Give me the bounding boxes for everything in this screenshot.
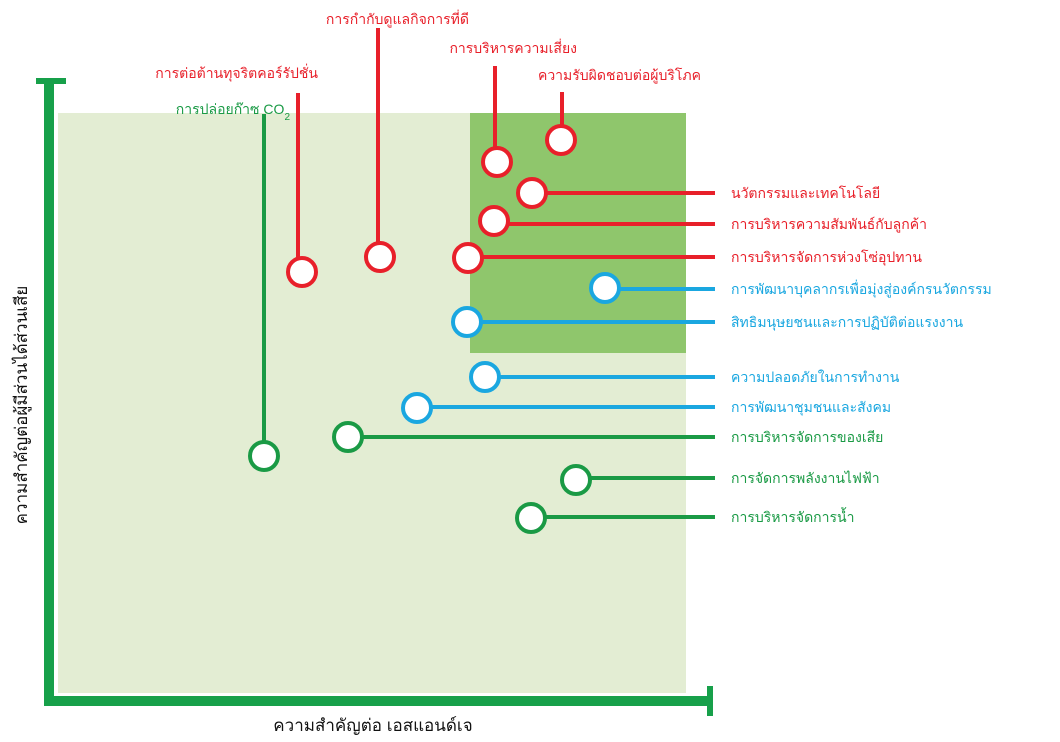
label-supply: การบริหารจัดการห่วงโซ่อุปทาน	[731, 249, 922, 266]
axes	[36, 78, 713, 716]
issue-corruption	[286, 93, 318, 288]
issue-marker	[364, 241, 396, 273]
issue-safety	[469, 361, 715, 393]
label-community: การพัฒนาชุมชนและสังคม	[731, 399, 891, 416]
issue-crm	[478, 205, 715, 237]
label-governance: การกำกับดูแลกิจการที่ดี	[326, 10, 469, 28]
issue-risk	[481, 66, 513, 178]
label-consumer: ความรับผิดชอบต่อผู้บริโภค	[538, 67, 701, 84]
label-co2-sub: 2	[284, 112, 290, 123]
label-innovation: นวัตกรรมและเทคโนโลยี	[731, 185, 880, 201]
issue-marker	[481, 146, 513, 178]
issue-marker	[589, 272, 621, 304]
issue-marker	[452, 242, 484, 274]
issue-marker	[545, 124, 577, 156]
issue-marker	[560, 464, 592, 496]
issue-human-rights	[451, 306, 715, 338]
issue-innovation	[516, 177, 715, 209]
label-people: การพัฒนาบุคลากรเพื่อมุ่งสู่องค์กรนวัตกรร…	[731, 280, 992, 298]
issue-marker	[469, 361, 501, 393]
issue-co2	[248, 114, 280, 472]
issue-marker	[332, 421, 364, 453]
label-water: การบริหารจัดการน้ำ	[731, 507, 854, 525]
issue-people	[589, 272, 715, 304]
label-corruption: การต่อต้านทุจริตคอร์รัปชั่น	[155, 64, 318, 82]
issue-energy	[560, 464, 715, 496]
issue-waste	[332, 421, 715, 453]
x-axis-label: ความสำคัญต่อ เอสแอนด์เจ	[273, 716, 472, 735]
issue-governance	[364, 28, 396, 273]
issue-marker	[451, 306, 483, 338]
issue-supply	[452, 242, 715, 274]
label-co2: การปล่อยก๊าซ CO2	[176, 101, 291, 123]
issue-marker	[248, 440, 280, 472]
issue-marker	[478, 205, 510, 237]
label-crm: การบริหารความสัมพันธ์กับลูกค้า	[731, 216, 927, 233]
issue-water	[515, 502, 715, 534]
issue-community	[401, 392, 715, 424]
label-safety: ความปลอดภัยในการทำงาน	[731, 369, 900, 385]
issue-marker	[286, 256, 318, 288]
label-human-rights: สิทธิมนุษยชนและการปฏิบัติต่อแรงงาน	[731, 314, 963, 331]
y-axis-label: ความสำคัญต่อผู้มีส่วนได้ส่วนเสีย	[11, 286, 32, 525]
label-energy: การจัดการพลังงานไฟฟ้า	[731, 470, 880, 486]
issue-marker	[401, 392, 433, 424]
issue-consumer	[545, 92, 577, 156]
label-risk: การบริหารความเสี่ยง	[449, 39, 577, 56]
label-waste: การบริหารจัดการของเสีย	[731, 429, 883, 445]
issue-marker	[515, 502, 547, 534]
label-co2-main: การปล่อยก๊าซ CO	[176, 101, 285, 117]
issue-marker	[516, 177, 548, 209]
